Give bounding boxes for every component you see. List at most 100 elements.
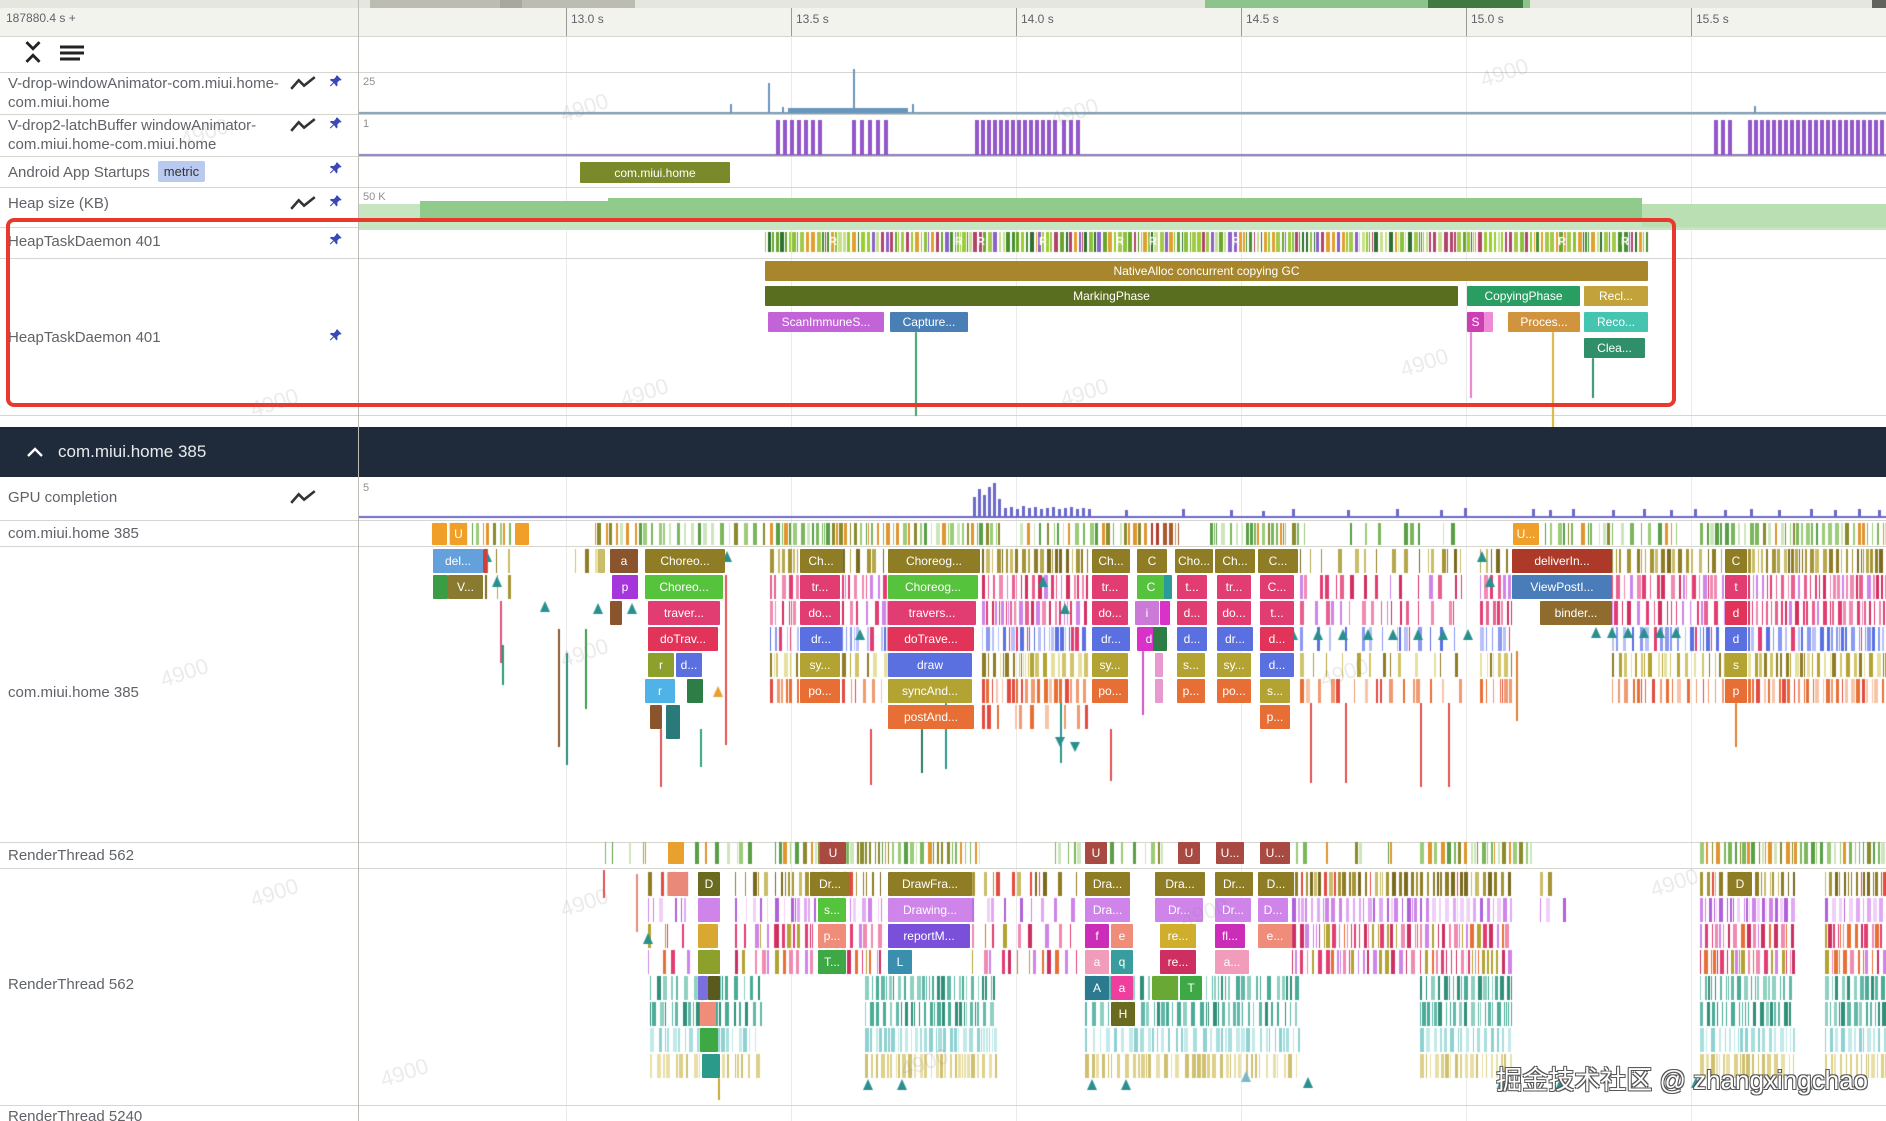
slice[interactable]: D xyxy=(1728,872,1752,896)
slice[interactable]: Choreog... xyxy=(888,575,978,599)
slice[interactable]: tr... xyxy=(1092,575,1128,599)
slice[interactable]: fl... xyxy=(1215,924,1245,948)
slice[interactable]: H xyxy=(1111,1002,1135,1026)
slice[interactable] xyxy=(1160,601,1170,625)
slice[interactable] xyxy=(668,842,684,864)
slice[interactable] xyxy=(698,950,720,974)
slice[interactable] xyxy=(700,1028,718,1052)
collapse-tracks-icon[interactable] xyxy=(22,40,44,69)
chevron-up-icon[interactable] xyxy=(26,446,44,458)
slice[interactable]: tr... xyxy=(1217,575,1251,599)
panel-divider[interactable] xyxy=(358,0,359,1121)
slice[interactable]: Dr... xyxy=(810,872,850,896)
slice[interactable]: D xyxy=(698,872,720,896)
slice[interactable]: i xyxy=(1135,601,1159,625)
slice[interactable]: s... xyxy=(818,898,846,922)
slice[interactable]: Drawing... xyxy=(888,898,972,922)
slice[interactable] xyxy=(1484,312,1493,332)
slice[interactable]: binder... xyxy=(1540,601,1612,625)
slice[interactable] xyxy=(1155,679,1163,703)
slice[interactable]: t... xyxy=(1260,601,1294,625)
slice[interactable]: C xyxy=(1137,549,1167,573)
slice[interactable]: Choreog... xyxy=(888,549,980,573)
slice[interactable]: DrawFra... xyxy=(888,872,972,896)
slice[interactable]: dr... xyxy=(1092,627,1130,651)
slice[interactable]: t xyxy=(1725,575,1747,599)
slice[interactable]: po... xyxy=(1217,679,1251,703)
slice[interactable]: Dr... xyxy=(1215,872,1253,896)
slice[interactable]: L xyxy=(888,950,912,974)
slice[interactable]: D... xyxy=(1258,898,1288,922)
slice[interactable]: Ch... xyxy=(1215,549,1255,573)
slice[interactable]: sy... xyxy=(1217,653,1251,677)
slice[interactable]: D... xyxy=(1258,872,1294,896)
slice[interactable]: Dra... xyxy=(1085,872,1130,896)
slice[interactable]: doTrave... xyxy=(888,627,974,651)
pin-icon[interactable] xyxy=(328,161,343,181)
slice[interactable]: Reco... xyxy=(1584,312,1648,332)
track-label[interactable]: V-drop2-latchBuffer windowAnimator-com.m… xyxy=(8,117,257,153)
slice[interactable]: U xyxy=(1178,842,1200,864)
slice[interactable]: NativeAlloc concurrent copying GC xyxy=(765,261,1648,281)
slice[interactable]: reportM... xyxy=(888,924,970,948)
slice[interactable]: traver... xyxy=(648,601,720,625)
slice[interactable]: a... xyxy=(1215,950,1249,974)
slice[interactable] xyxy=(702,1054,720,1078)
track-label[interactable]: RenderThread 562 xyxy=(8,847,134,864)
track-label[interactable]: RenderThread 5240 xyxy=(8,1108,143,1121)
slice[interactable]: U xyxy=(1085,842,1107,864)
track-label[interactable]: V-drop-windowAnimator-com.miui.home-com.… xyxy=(8,75,279,111)
pin-icon[interactable] xyxy=(328,116,343,136)
slice[interactable]: e... xyxy=(1258,924,1292,948)
slice[interactable]: sy... xyxy=(800,653,840,677)
pin-icon[interactable] xyxy=(328,232,343,252)
track-label[interactable]: Heap size (KB) xyxy=(8,195,109,212)
pin-icon[interactable] xyxy=(328,194,343,214)
slice[interactable]: ScanImmuneS... xyxy=(768,312,884,332)
slice[interactable]: sy... xyxy=(1092,653,1128,677)
slice[interactable]: Dra... xyxy=(1085,898,1130,922)
track-label[interactable]: HeapTaskDaemon 401 xyxy=(8,329,161,346)
slice[interactable]: tr... xyxy=(800,575,840,599)
slice[interactable]: T xyxy=(1180,976,1202,1000)
slice[interactable] xyxy=(433,575,448,599)
slice[interactable] xyxy=(483,549,487,573)
track-label[interactable]: Android App Startups metric xyxy=(8,161,288,182)
slice[interactable] xyxy=(668,872,688,896)
slice[interactable]: p... xyxy=(1177,679,1205,703)
slice[interactable]: postAnd... xyxy=(888,705,974,729)
slice[interactable]: U xyxy=(450,523,467,545)
slice[interactable] xyxy=(1155,653,1163,677)
slice[interactable]: d... xyxy=(1177,601,1207,625)
slice[interactable]: Clea... xyxy=(1584,338,1645,358)
slice[interactable] xyxy=(687,679,703,703)
slice[interactable] xyxy=(698,924,718,948)
slice[interactable]: Proces... xyxy=(1508,312,1580,332)
slice[interactable]: r xyxy=(648,653,674,677)
slice[interactable]: syncAnd... xyxy=(888,679,972,703)
slice[interactable]: C... xyxy=(1258,549,1298,573)
slice[interactable]: do... xyxy=(800,601,840,625)
slice[interactable]: r xyxy=(645,679,675,703)
slice[interactable]: d... xyxy=(1260,627,1294,651)
track-label[interactable]: RenderThread 562 xyxy=(8,976,134,993)
slice[interactable] xyxy=(708,976,720,1000)
slice[interactable]: Ch... xyxy=(1092,549,1130,573)
slice[interactable]: d... xyxy=(1260,653,1294,677)
slice[interactable]: T... xyxy=(818,950,846,974)
track-label[interactable]: GPU completion xyxy=(8,489,118,506)
slice[interactable]: C xyxy=(1725,549,1747,573)
slice[interactable]: U... xyxy=(1513,523,1539,545)
slice[interactable]: do... xyxy=(1217,601,1251,625)
track-label[interactable]: com.miui.home 385 xyxy=(8,525,139,542)
slice[interactable]: d... xyxy=(676,653,702,677)
slice[interactable]: dr... xyxy=(1217,627,1253,651)
slice[interactable] xyxy=(610,601,622,625)
menu-hamburger-icon[interactable] xyxy=(58,44,86,67)
slice[interactable]: CopyingPhase xyxy=(1467,286,1580,306)
slice[interactable] xyxy=(698,898,720,922)
slice[interactable]: A xyxy=(1085,976,1109,1000)
slice[interactable]: t... xyxy=(1177,575,1207,599)
slice[interactable]: s... xyxy=(1177,653,1205,677)
slice[interactable]: po... xyxy=(1092,679,1128,703)
